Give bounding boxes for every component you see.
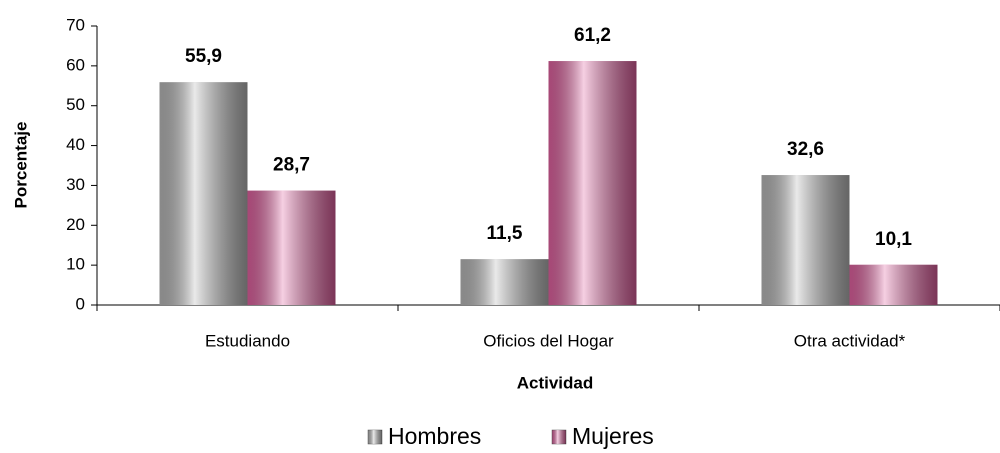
bar-shade	[159, 82, 248, 305]
y-tick-label: 20	[66, 215, 85, 234]
x-tick-label: Oficios del Hogar	[483, 331, 614, 350]
x-tick-label: Otra actividad*	[794, 331, 906, 350]
y-tick-label: 30	[66, 175, 85, 194]
bar-shade	[460, 259, 549, 305]
y-tick-label: 70	[66, 15, 85, 34]
value-label: 32,6	[787, 139, 824, 160]
legend-swatch-shade	[552, 430, 566, 444]
bar-shade	[761, 175, 850, 305]
value-label: 11,5	[487, 223, 523, 244]
value-label: 55,9	[185, 46, 222, 67]
bar-shade	[548, 61, 637, 306]
x-tick-label: Estudiando	[205, 331, 290, 350]
bar-shade	[849, 264, 938, 305]
value-label: 10,1	[875, 229, 912, 250]
y-tick-label: 50	[66, 95, 85, 114]
y-tick-label: 0	[76, 294, 85, 313]
y-axis-label: Porcentaje	[11, 122, 30, 209]
value-label: 28,7	[273, 155, 310, 176]
bar-shade	[247, 190, 336, 305]
legend-swatch-shade	[368, 430, 382, 444]
value-label: 61,2	[574, 25, 611, 46]
y-tick-label: 60	[66, 55, 85, 74]
legend-label: Hombres	[388, 423, 481, 449]
x-axis-label: Actividad	[517, 373, 594, 392]
y-tick-label: 10	[66, 255, 85, 274]
legend-label: Mujeres	[572, 423, 654, 449]
y-tick-label: 40	[66, 135, 85, 154]
